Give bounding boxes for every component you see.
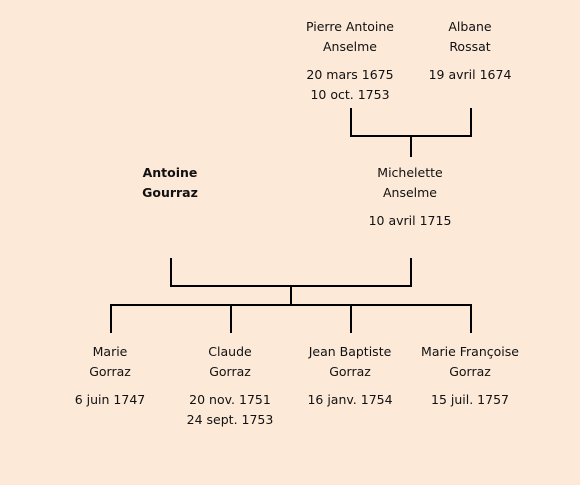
person-michelette-anselme: Michelette Anselme 10 avril 1715 <box>335 163 485 231</box>
last-name: Gorraz <box>329 364 371 379</box>
connector-line <box>170 258 172 287</box>
birth-date: 20 nov. 1751 <box>189 392 271 407</box>
birth-date: 20 mars 1675 <box>306 67 394 82</box>
birth-date: 15 juil. 1757 <box>431 392 509 407</box>
person-marie-gorraz: Marie Gorraz 6 juin 1747 <box>35 342 185 410</box>
person-name: Jean Baptiste Gorraz <box>275 342 425 382</box>
person-dates: 20 nov. 1751 24 sept. 1753 <box>155 390 305 430</box>
last-name: Anselme <box>382 185 438 200</box>
birth-date: 6 juin 1747 <box>74 392 146 407</box>
person-name: Claude Gorraz <box>155 342 305 382</box>
connector-line <box>230 304 232 333</box>
person-dates: 16 janv. 1754 <box>275 390 425 410</box>
person-marie-francoise-gorraz: Marie Françoise Gorraz 15 juil. 1757 <box>395 342 545 410</box>
last-name: Rossat <box>449 39 491 54</box>
first-name: Pierre Antoine <box>306 19 394 34</box>
connector-line <box>110 304 112 333</box>
birth-date: 19 avril 1674 <box>428 67 512 82</box>
connector-line <box>290 285 292 305</box>
birth-date: 16 janv. 1754 <box>307 392 393 407</box>
connector-line <box>410 135 412 157</box>
person-dates: 15 juil. 1757 <box>395 390 545 410</box>
person-name: Marie Françoise Gorraz <box>395 342 545 382</box>
connector-line <box>350 304 352 333</box>
person-albane-rossat: Albane Rossat 19 avril 1674 <box>395 17 545 85</box>
person-dates: 19 avril 1674 <box>395 65 545 85</box>
last-name: Gorraz <box>89 364 131 379</box>
death-date: 24 sept. 1753 <box>186 412 274 427</box>
first-name: Claude <box>208 344 252 359</box>
last-name: Gourraz <box>142 185 198 200</box>
person-name: Michelette Anselme <box>335 163 485 203</box>
connector-line <box>350 108 352 137</box>
first-name: Marie Françoise <box>421 344 519 359</box>
first-name: Michelette <box>377 165 443 180</box>
last-name: Gorraz <box>209 364 251 379</box>
connector-line <box>410 258 412 287</box>
person-dates: 6 juin 1747 <box>35 390 185 410</box>
first-name: Albane <box>448 19 492 34</box>
person-name: Albane Rossat <box>395 17 545 57</box>
first-name: Marie <box>92 344 128 359</box>
person-pierre-antoine-anselme: Pierre Antoine Anselme 20 mars 1675 10 o… <box>275 17 425 105</box>
connector-line <box>110 304 472 306</box>
birth-date: 10 avril 1715 <box>368 213 452 228</box>
person-dates: 20 mars 1675 10 oct. 1753 <box>275 65 425 105</box>
last-name: Anselme <box>322 39 378 54</box>
first-name: Jean Baptiste <box>308 344 392 359</box>
last-name: Gorraz <box>449 364 491 379</box>
person-claude-gorraz: Claude Gorraz 20 nov. 1751 24 sept. 1753 <box>155 342 305 430</box>
person-name: Marie Gorraz <box>35 342 185 382</box>
person-dates: 10 avril 1715 <box>335 211 485 231</box>
death-date: 10 oct. 1753 <box>310 87 390 102</box>
first-name: Antoine <box>142 165 198 180</box>
connector-line <box>470 108 472 137</box>
connector-line <box>470 304 472 333</box>
person-jean-baptiste-gorraz: Jean Baptiste Gorraz 16 janv. 1754 <box>275 342 425 410</box>
person-antoine-gourraz: Antoine Gourraz <box>95 163 245 203</box>
person-name: Pierre Antoine Anselme <box>275 17 425 57</box>
person-name: Antoine Gourraz <box>95 163 245 203</box>
